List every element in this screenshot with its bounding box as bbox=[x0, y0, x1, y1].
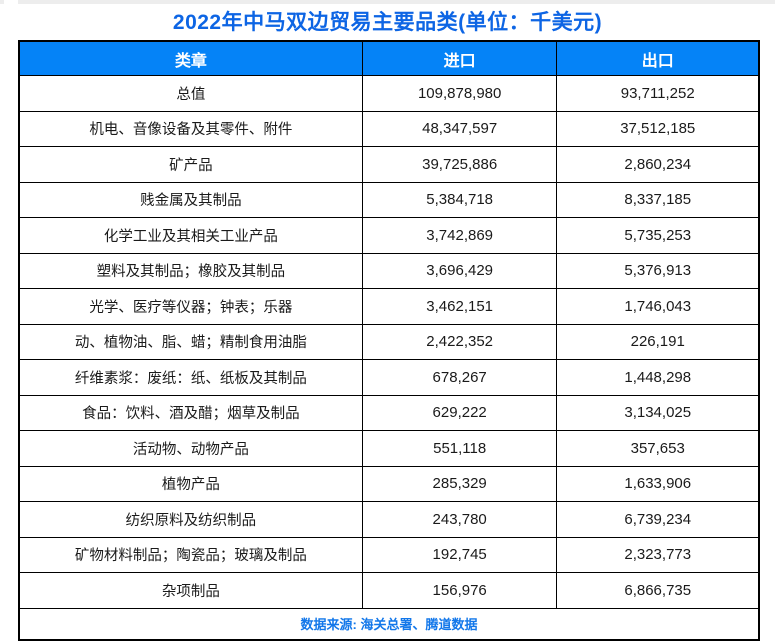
category-cell: 总值 bbox=[18, 75, 363, 112]
import-value-cell: 3,742,869 bbox=[361, 217, 558, 254]
category-cell: 机电、音像设备及其零件、附件 bbox=[18, 110, 363, 147]
category-cell: 动、植物油、脂、蜡；精制食用油脂 bbox=[18, 323, 363, 360]
table-row: 化学工业及其相关工业产品 3,742,869 5,735,253 bbox=[18, 217, 760, 254]
export-value-cell: 6,739,234 bbox=[556, 501, 760, 538]
category-cell: 化学工业及其相关工业产品 bbox=[18, 217, 363, 254]
header-row: 类章 进口 出口 bbox=[18, 40, 760, 76]
source-row: 数据来源: 海关总署、腾道数据 bbox=[18, 607, 760, 640]
page-title: 2022年中马双边贸易主要品类(单位：千美元) bbox=[172, 11, 603, 34]
category-cell: 光学、医疗等仪器；钟表；乐器 bbox=[18, 288, 363, 325]
import-value-cell: 156,976 bbox=[361, 572, 558, 609]
export-value-cell: 2,323,773 bbox=[556, 536, 760, 573]
category-cell: 植物产品 bbox=[18, 465, 363, 502]
category-cell: 杂项制品 bbox=[18, 572, 363, 609]
import-value-cell: 192,745 bbox=[361, 536, 558, 573]
import-value-cell: 243,780 bbox=[361, 501, 558, 538]
import-value-cell: 109,878,980 bbox=[361, 75, 558, 112]
category-cell: 纺织原料及纺织制品 bbox=[18, 501, 363, 538]
export-value-cell: 1,448,298 bbox=[556, 359, 760, 396]
export-value-cell: 37,512,185 bbox=[556, 110, 760, 147]
category-cell: 食品：饮料、酒及醋；烟草及制品 bbox=[18, 394, 363, 431]
top-edge-strip bbox=[0, 0, 775, 4]
table-row: 光学、医疗等仪器；钟表；乐器 3,462,151 1,746,043 bbox=[18, 288, 760, 325]
export-value-cell: 3,134,025 bbox=[556, 394, 760, 431]
export-value-cell: 5,376,913 bbox=[556, 252, 760, 289]
category-cell: 矿物材料制品；陶瓷品；玻璃及制品 bbox=[18, 536, 363, 573]
category-cell: 纤维素浆：废纸：纸、纸板及其制品 bbox=[18, 359, 363, 396]
export-value-cell: 357,653 bbox=[556, 430, 760, 467]
table-body: 总值 109,878,980 93,711,252 机电、音像设备及其零件、附件 48,… bbox=[18, 75, 760, 609]
column-header-category: 类章 bbox=[18, 40, 363, 76]
import-value-cell: 629,222 bbox=[361, 394, 558, 431]
category-cell: 矿产品 bbox=[18, 146, 363, 183]
top-edge-notch bbox=[4, 0, 18, 4]
export-value-cell: 6,866,735 bbox=[556, 572, 760, 609]
table-row: 杂项制品 156,976 6,866,735 bbox=[18, 572, 760, 609]
import-value-cell: 3,462,151 bbox=[361, 288, 558, 325]
export-value-cell: 93,711,252 bbox=[556, 75, 760, 112]
table-row: 动、植物油、脂、蜡；精制食用油脂 2,422,352 226,191 bbox=[18, 323, 760, 360]
category-cell: 活动物、动物产品 bbox=[18, 430, 363, 467]
import-value-cell: 678,267 bbox=[361, 359, 558, 396]
table-row: 植物产品 285,329 1,633,906 bbox=[18, 465, 760, 502]
table-row: 总值 109,878,980 93,711,252 bbox=[18, 75, 760, 112]
import-value-cell: 551,118 bbox=[361, 430, 558, 467]
table-row: 机电、音像设备及其零件、附件 48,347,597 37,512,185 bbox=[18, 110, 760, 147]
column-header-import: 进口 bbox=[361, 40, 558, 76]
table-header: 类章 进口 出口 bbox=[18, 40, 760, 76]
export-value-cell: 8,337,185 bbox=[556, 181, 760, 218]
table-row: 纤维素浆：废纸：纸、纸板及其制品 678,267 1,448,298 bbox=[18, 359, 760, 396]
import-value-cell: 39,725,886 bbox=[361, 146, 558, 183]
import-value-cell: 3,696,429 bbox=[361, 252, 558, 289]
table-row: 食品：饮料、酒及醋；烟草及制品 629,222 3,134,025 bbox=[18, 394, 760, 431]
table-row: 活动物、动物产品 551,118 357,653 bbox=[18, 430, 760, 467]
table-row: 矿产品 39,725,886 2,860,234 bbox=[18, 146, 760, 183]
table-row: 塑料及其制品；橡胶及其制品 3,696,429 5,376,913 bbox=[18, 252, 760, 289]
data-source-note: 数据来源: 海关总署、腾道数据 bbox=[18, 607, 760, 640]
column-header-export: 出口 bbox=[556, 40, 760, 76]
import-value-cell: 5,384,718 bbox=[361, 181, 558, 218]
table-row: 纺织原料及纺织制品 243,780 6,739,234 bbox=[18, 501, 760, 538]
category-cell: 贱金属及其制品 bbox=[18, 181, 363, 218]
table-row: 矿物材料制品；陶瓷品；玻璃及制品 192,745 2,323,773 bbox=[18, 536, 760, 573]
table-row: 贱金属及其制品 5,384,718 8,337,185 bbox=[18, 181, 760, 218]
import-value-cell: 2,422,352 bbox=[361, 323, 558, 360]
export-value-cell: 1,746,043 bbox=[556, 288, 760, 325]
import-value-cell: 48,347,597 bbox=[361, 110, 558, 147]
export-value-cell: 5,735,253 bbox=[556, 217, 760, 254]
trade-table: 类章 进口 出口 总值 109,878,980 93,711,252 机电、音像设备及… bbox=[18, 40, 760, 641]
export-value-cell: 226,191 bbox=[556, 323, 760, 360]
export-value-cell: 1,633,906 bbox=[556, 465, 760, 502]
export-value-cell: 2,860,234 bbox=[556, 146, 760, 183]
table-footer: 数据来源: 海关总署、腾道数据 bbox=[18, 607, 760, 640]
category-cell: 塑料及其制品；橡胶及其制品 bbox=[18, 252, 363, 289]
import-value-cell: 285,329 bbox=[361, 465, 558, 502]
